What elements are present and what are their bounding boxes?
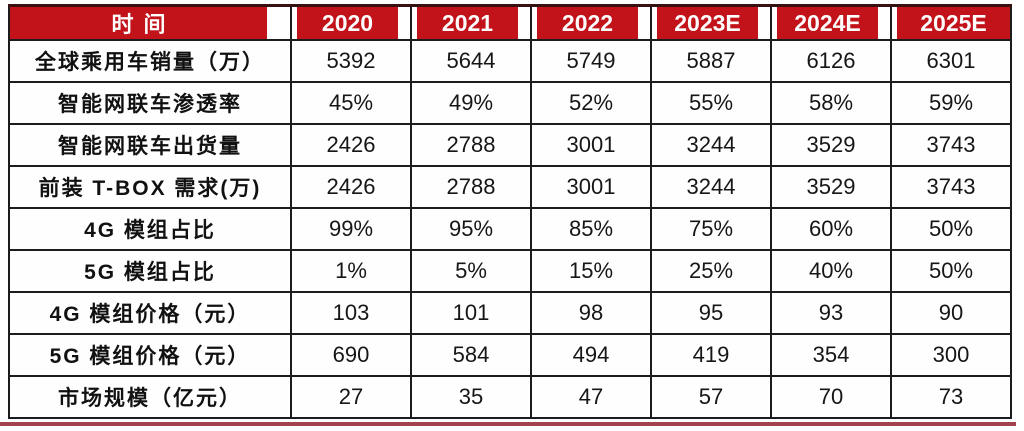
year-column-header: 2022 xyxy=(530,4,652,41)
year-header-label: 2020 xyxy=(321,9,374,36)
row-label: 5G 模组占比 xyxy=(8,249,292,293)
year-header-label: 2024E xyxy=(794,9,861,36)
data-cell: 5392 xyxy=(290,39,412,83)
data-cell: 3529 xyxy=(770,123,892,167)
data-cell: 70 xyxy=(770,375,892,419)
data-cell: 93 xyxy=(770,291,892,335)
bottom-accent-rule xyxy=(0,422,1016,426)
data-cell: 40% xyxy=(770,249,892,293)
data-cell: 5% xyxy=(410,249,532,293)
table-row: 4G 模组占比 99% 95% 85% 75% 60% 50% xyxy=(8,207,1012,251)
data-cell: 3743 xyxy=(890,123,1012,167)
year-header-chip: 2025E xyxy=(897,7,1010,39)
data-cell: 690 xyxy=(290,333,412,377)
table-figure: 时间 2020 2021 2022 2023E 2024E 2025E 全球乘用车销量（万… xyxy=(8,4,1012,419)
data-cell: 3001 xyxy=(530,123,652,167)
data-cell: 90 xyxy=(890,291,1012,335)
data-cell: 85% xyxy=(530,207,652,251)
data-cell: 47 xyxy=(530,375,652,419)
data-cell: 5749 xyxy=(530,39,652,83)
year-header-label: 2022 xyxy=(561,9,614,36)
year-column-header: 2025E xyxy=(890,4,1012,41)
data-cell: 1% xyxy=(290,249,412,293)
data-cell: 300 xyxy=(890,333,1012,377)
data-cell: 3244 xyxy=(650,165,772,209)
year-header-chip: 2024E xyxy=(777,7,878,39)
table-row: 5G 模组占比 1% 5% 15% 25% 40% 50% xyxy=(8,249,1012,293)
data-cell: 50% xyxy=(890,249,1012,293)
year-header-chip: 2020 xyxy=(297,7,398,39)
data-cell: 103 xyxy=(290,291,412,335)
data-cell: 3529 xyxy=(770,165,892,209)
year-header-chip: 2021 xyxy=(417,7,518,39)
data-cell: 95 xyxy=(650,291,772,335)
data-cell: 59% xyxy=(890,81,1012,125)
data-cell: 3743 xyxy=(890,165,1012,209)
row-label: 全球乘用车销量（万） xyxy=(8,39,292,83)
table-row: 4G 模组价格（元） 103 101 98 95 93 90 xyxy=(8,291,1012,335)
data-cell: 57 xyxy=(650,375,772,419)
table-row: 全球乘用车销量（万） 5392 5644 5749 5887 6126 6301 xyxy=(8,39,1012,83)
row-label: 5G 模组价格（元） xyxy=(8,333,292,377)
year-header-label: 2023E xyxy=(674,9,741,36)
row-label: 4G 模组占比 xyxy=(8,207,292,251)
data-cell: 5887 xyxy=(650,39,772,83)
year-column-header: 2024E xyxy=(770,4,892,41)
year-header-label: 2025E xyxy=(920,9,987,36)
year-column-header: 2023E xyxy=(650,4,772,41)
data-cell: 35 xyxy=(410,375,532,419)
data-cell: 45% xyxy=(290,81,412,125)
table-header-row: 时间 2020 2021 2022 2023E 2024E 2025E xyxy=(8,4,1012,41)
data-cell: 27 xyxy=(290,375,412,419)
data-cell: 2788 xyxy=(410,165,532,209)
row-label: 4G 模组价格（元） xyxy=(8,291,292,335)
data-cell: 49% xyxy=(410,81,532,125)
data-cell: 3244 xyxy=(650,123,772,167)
data-cell: 2788 xyxy=(410,123,532,167)
row-label: 智能网联车出货量 xyxy=(8,123,292,167)
data-cell: 98 xyxy=(530,291,652,335)
data-cell: 52% xyxy=(530,81,652,125)
time-header-label: 时间 xyxy=(111,12,176,37)
row-label: 智能网联车渗透率 xyxy=(8,81,292,125)
data-cell: 6126 xyxy=(770,39,892,83)
data-cell: 15% xyxy=(530,249,652,293)
data-cell: 95% xyxy=(410,207,532,251)
table-body: 全球乘用车销量（万） 5392 5644 5749 5887 6126 6301 智能网联车渗… xyxy=(8,39,1012,419)
data-cell: 55% xyxy=(650,81,772,125)
table-row: 前装 T-BOX 需求(万) 2426 2788 3001 3244 3529 3743 xyxy=(8,165,1012,209)
data-cell: 494 xyxy=(530,333,652,377)
table-row: 5G 模组价格（元） 690 584 494 419 354 300 xyxy=(8,333,1012,377)
data-cell: 3001 xyxy=(530,165,652,209)
data-cell: 2426 xyxy=(290,165,412,209)
data-cell: 75% xyxy=(650,207,772,251)
row-label: 市场规模（亿元） xyxy=(8,375,292,419)
data-cell: 5644 xyxy=(410,39,532,83)
data-cell: 354 xyxy=(770,333,892,377)
year-header-label: 2021 xyxy=(441,9,494,36)
year-header-chip: 2022 xyxy=(537,7,638,39)
data-cell: 6301 xyxy=(890,39,1012,83)
time-column-header: 时间 xyxy=(8,4,292,41)
table-row: 市场规模（亿元） 27 35 47 57 70 73 xyxy=(8,375,1012,419)
data-cell: 73 xyxy=(890,375,1012,419)
data-cell: 50% xyxy=(890,207,1012,251)
year-column-header: 2021 xyxy=(410,4,532,41)
data-cell: 99% xyxy=(290,207,412,251)
year-column-header: 2020 xyxy=(290,4,412,41)
data-cell: 584 xyxy=(410,333,532,377)
data-cell: 60% xyxy=(770,207,892,251)
data-cell: 58% xyxy=(770,81,892,125)
data-cell: 2426 xyxy=(290,123,412,167)
table-row: 智能网联车渗透率 45% 49% 52% 55% 58% 59% xyxy=(8,81,1012,125)
row-label: 前装 T-BOX 需求(万) xyxy=(8,165,292,209)
data-cell: 419 xyxy=(650,333,772,377)
data-cell: 25% xyxy=(650,249,772,293)
time-header-chip: 时间 xyxy=(10,7,267,39)
table-row: 智能网联车出货量 2426 2788 3001 3244 3529 3743 xyxy=(8,123,1012,167)
year-header-chip: 2023E xyxy=(657,7,758,39)
data-cell: 101 xyxy=(410,291,532,335)
forecast-table: 时间 2020 2021 2022 2023E 2024E 2025E 全球乘用车销量（万… xyxy=(8,4,1012,419)
